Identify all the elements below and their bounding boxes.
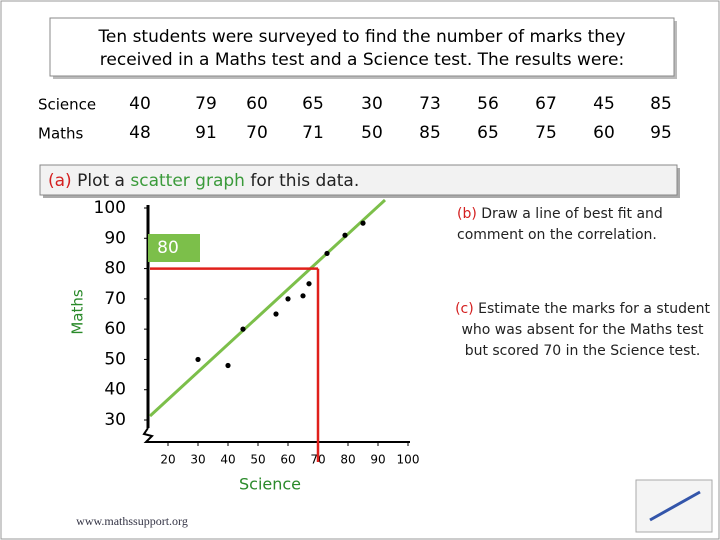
point <box>285 296 291 302</box>
estimate-label: 80 <box>157 238 179 258</box>
x-tick-label: 80 <box>340 453 355 467</box>
x-tick-label: 20 <box>160 453 175 467</box>
y-tick-label: 40 <box>104 380 126 400</box>
header-box <box>49 17 675 77</box>
table-cell: 60 <box>246 94 268 114</box>
footer: www.mathssupport.org <box>76 514 188 528</box>
x-tick-label: 100 <box>397 453 420 467</box>
point <box>240 326 246 332</box>
question-box <box>39 164 678 196</box>
question-text: Draw a line of best fit and comment on t… <box>457 206 663 243</box>
table-cell: 67 <box>535 94 557 114</box>
point <box>195 356 201 363</box>
x-tick-label: 30 <box>190 453 205 467</box>
table-cell: 45 <box>593 94 615 114</box>
y-tick-label: 30 <box>104 410 126 430</box>
question-a: (a) Plot a scatter graph for this data. <box>48 171 359 191</box>
point <box>324 250 330 257</box>
point <box>342 232 348 238</box>
header-line: received in a Maths test and a Science t… <box>100 50 624 70</box>
y-axis-title: Maths <box>69 289 87 335</box>
y-tick-label: 90 <box>104 228 126 248</box>
point <box>306 281 312 287</box>
table-cell: 56 <box>477 94 499 114</box>
y-tick-label: 70 <box>104 289 126 309</box>
table-cell: 50 <box>361 123 383 143</box>
question-text: Plot a <box>77 171 125 191</box>
x-axis <box>142 427 410 443</box>
y-tick-label: 50 <box>104 349 126 369</box>
table-cell: 30 <box>361 94 383 114</box>
estimate-box <box>148 234 200 262</box>
table-cell: 85 <box>419 123 441 143</box>
best-fit-line <box>148 198 387 418</box>
logo-pen <box>649 490 701 522</box>
table-cell: 48 <box>129 123 151 143</box>
question-label: (a) <box>48 171 72 191</box>
x-tick-label: 50 <box>250 453 265 467</box>
table-cell: 65 <box>477 123 499 143</box>
row-label: Maths <box>38 125 84 143</box>
point <box>225 362 231 369</box>
point <box>300 293 306 299</box>
x-tick-label: 60 <box>280 453 295 467</box>
question-c: (c) Estimate the marks for a student who… <box>455 299 710 362</box>
table-cell: 85 <box>650 94 672 114</box>
table-cell: 40 <box>129 94 151 114</box>
header-line: Ten students were surveyed to find the n… <box>97 27 625 47</box>
table-cell: 91 <box>195 123 217 143</box>
table-cell: 71 <box>302 123 324 143</box>
table-cell: 60 <box>593 123 615 143</box>
question-text: for this data. <box>250 171 359 191</box>
y-tick-label: 60 <box>104 319 126 339</box>
row-label: Science <box>38 96 96 114</box>
question-b: (b) Draw a line of best fit and comment … <box>457 204 712 246</box>
x-tick-label: 90 <box>370 453 385 467</box>
point <box>360 220 366 226</box>
table-cell: 75 <box>535 123 557 143</box>
table-cell: 79 <box>195 94 217 114</box>
point <box>273 311 279 317</box>
question-label: (c) <box>455 301 474 317</box>
x-axis-title: Science <box>239 475 301 494</box>
table-cell: 73 <box>419 94 441 114</box>
question-label: (b) <box>457 206 477 222</box>
y-tick-label: 100 <box>94 198 126 218</box>
y-tick-label: 80 <box>104 259 126 279</box>
question-highlight: scatter graph <box>130 171 245 191</box>
table-cell: 65 <box>302 94 324 114</box>
table-cell: 95 <box>650 123 672 143</box>
question-text: Estimate the marks for a student who was… <box>461 301 710 359</box>
x-tick-label: 40 <box>220 453 235 467</box>
table-cell: 70 <box>246 123 268 143</box>
